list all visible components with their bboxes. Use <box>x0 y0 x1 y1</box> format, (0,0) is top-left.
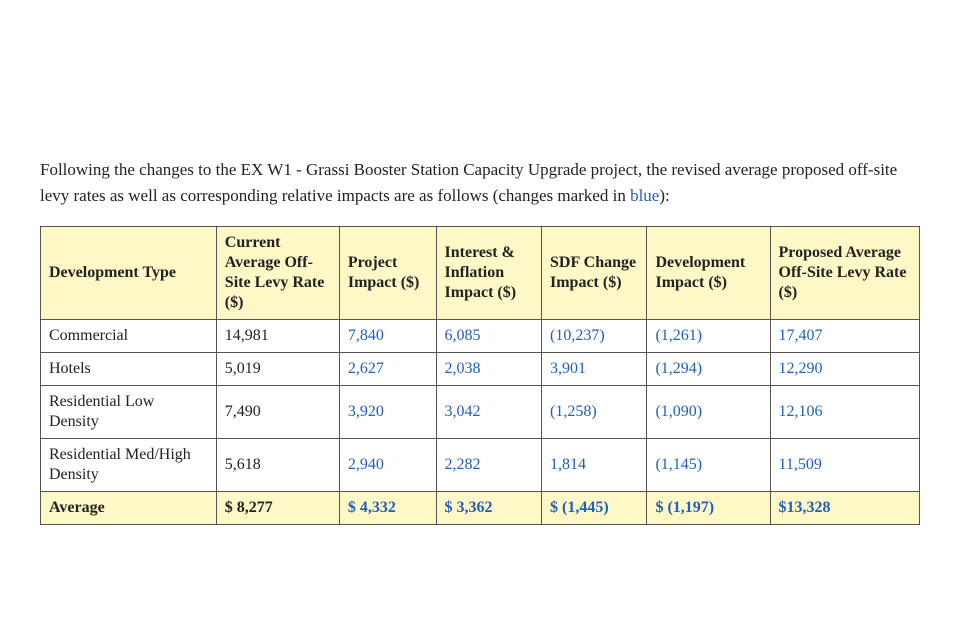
table-cell: 5,019 <box>216 353 339 386</box>
table-average-row: Average$ 8,277$ 4,332$ 3,362$ (1,445)$ (… <box>41 492 920 525</box>
table-cell: Residential Med/High Density <box>41 439 217 492</box>
table-cell: Residential Low Density <box>41 386 217 439</box>
table-cell: (1,294) <box>647 353 770 386</box>
col-header-interest-inflation: Interest & Inflation Impact ($) <box>436 227 541 320</box>
table-row: Residential Med/High Density5,6182,9402,… <box>41 439 920 492</box>
col-header-development-type: Development Type <box>41 227 217 320</box>
table-cell: 2,282 <box>436 439 541 492</box>
table-cell: (1,258) <box>542 386 647 439</box>
table-cell: Commercial <box>41 320 217 353</box>
table-avg-cell: $ 4,332 <box>339 492 436 525</box>
table-avg-cell: $13,328 <box>770 492 919 525</box>
table-avg-cell: $ (1,445) <box>542 492 647 525</box>
table-cell: (10,237) <box>542 320 647 353</box>
table-cell: 14,981 <box>216 320 339 353</box>
table-cell: 11,509 <box>770 439 919 492</box>
col-header-current-rate: Current Average Off-Site Levy Rate ($) <box>216 227 339 320</box>
table-cell: 2,627 <box>339 353 436 386</box>
table-cell: 17,407 <box>770 320 919 353</box>
table-avg-cell: $ 3,362 <box>436 492 541 525</box>
table-cell: 3,901 <box>542 353 647 386</box>
intro-line2-suffix: ): <box>659 186 669 205</box>
table-body: Commercial14,9817,8406,085(10,237)(1,261… <box>41 320 920 525</box>
table-cell: 3,042 <box>436 386 541 439</box>
table-cell: 1,814 <box>542 439 647 492</box>
table-avg-cell: $ 8,277 <box>216 492 339 525</box>
levy-rate-table: Development Type Current Average Off-Sit… <box>40 226 920 525</box>
table-cell: 6,085 <box>436 320 541 353</box>
table-cell: (1,090) <box>647 386 770 439</box>
table-row: Residential Low Density7,4903,9203,042(1… <box>41 386 920 439</box>
table-cell: 3,920 <box>339 386 436 439</box>
table-avg-cell: Average <box>41 492 217 525</box>
table-cell: (1,145) <box>647 439 770 492</box>
table-cell: 7,490 <box>216 386 339 439</box>
table-cell: Hotels <box>41 353 217 386</box>
col-header-development-impact: Development Impact ($) <box>647 227 770 320</box>
table-cell: 2,940 <box>339 439 436 492</box>
col-header-project-impact: Project Impact ($) <box>339 227 436 320</box>
intro-blue-word: blue <box>630 186 659 205</box>
col-header-sdf-change: SDF Change Impact ($) <box>542 227 647 320</box>
table-cell: 5,618 <box>216 439 339 492</box>
table-cell: 7,840 <box>339 320 436 353</box>
table-avg-cell: $ (1,197) <box>647 492 770 525</box>
table-cell: (1,261) <box>647 320 770 353</box>
intro-line1: Following the changes to the EX W1 - Gra… <box>40 160 778 179</box>
table-cell: 12,290 <box>770 353 919 386</box>
intro-paragraph: Following the changes to the EX W1 - Gra… <box>40 157 920 208</box>
table-cell: 2,038 <box>436 353 541 386</box>
table-header-row: Development Type Current Average Off-Sit… <box>41 227 920 320</box>
table-cell: 12,106 <box>770 386 919 439</box>
table-row: Commercial14,9817,8406,085(10,237)(1,261… <box>41 320 920 353</box>
col-header-proposed-rate: Proposed Average Off-Site Levy Rate ($) <box>770 227 919 320</box>
table-row: Hotels5,0192,6272,0383,901(1,294)12,290 <box>41 353 920 386</box>
